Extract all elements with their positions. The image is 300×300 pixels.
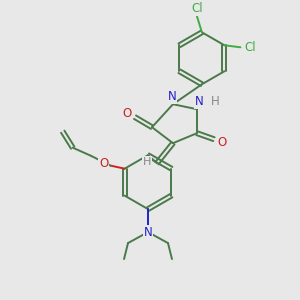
Text: Cl: Cl: [191, 2, 203, 15]
Text: O: O: [217, 136, 226, 149]
Text: N: N: [168, 90, 176, 103]
Text: H: H: [143, 157, 151, 167]
Text: N: N: [195, 95, 203, 108]
Text: O: O: [122, 107, 132, 120]
Text: H: H: [211, 95, 219, 108]
Text: Cl: Cl: [244, 41, 256, 54]
Text: N: N: [144, 226, 152, 238]
Text: O: O: [99, 157, 108, 170]
